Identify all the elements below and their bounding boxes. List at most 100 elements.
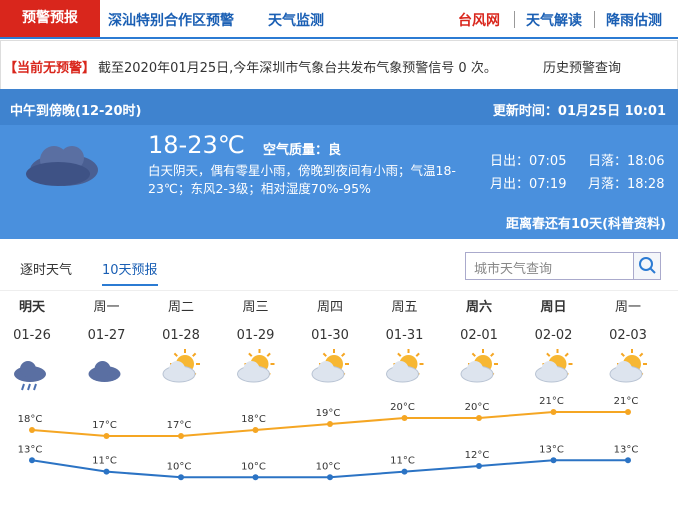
low-label: 13°C	[539, 444, 564, 455]
sun-ray	[564, 352, 569, 357]
cloud	[541, 361, 558, 377]
moonset: 月落：18:28	[588, 177, 665, 192]
description: 白天阴天，偶有零星小雨，傍晚到夜间有小雨；气温18-23℃；东风2-3级；相对湿…	[148, 163, 456, 196]
low-point	[252, 474, 259, 481]
nav-link[interactable]: 台风网	[458, 13, 500, 29]
tab[interactable]: 逐时天气	[20, 263, 73, 278]
low-label: 11°C	[92, 456, 117, 467]
high-label: 18°C	[241, 414, 266, 425]
day-name: 周六	[466, 299, 492, 315]
sun-ray	[639, 352, 644, 357]
date: 01-30	[311, 328, 349, 343]
low-label: 10°C	[316, 461, 341, 472]
air-quality: 空气质量：良	[263, 143, 342, 158]
date: 02-01	[460, 328, 498, 343]
divider	[0, 290, 678, 291]
rain	[27, 383, 31, 391]
high-label: 19°C	[316, 408, 341, 419]
day-name: 周一	[615, 300, 641, 315]
search-button[interactable]	[633, 252, 661, 280]
low-label: 12°C	[465, 450, 490, 461]
low-point	[178, 474, 184, 481]
period: 中午到傍晚(12-20时)	[10, 104, 142, 119]
high-point	[401, 415, 408, 421]
date: 01-29	[237, 328, 275, 343]
sunset: 日落：18:06	[588, 154, 665, 169]
cloud	[169, 361, 185, 377]
sun-ray	[415, 352, 420, 357]
high-point	[103, 433, 110, 439]
day-name: 周五	[391, 300, 417, 315]
cloud	[392, 361, 409, 377]
separator	[514, 11, 515, 28]
nav-tab[interactable]: 预警预报	[0, 0, 100, 37]
low-point	[550, 457, 557, 464]
high-label: 21°C	[614, 396, 639, 407]
rain	[33, 383, 37, 391]
rain	[21, 383, 25, 391]
low-label: 13°C	[18, 444, 43, 455]
tab[interactable]: 10天预报	[102, 259, 158, 286]
date: 02-03	[609, 328, 647, 343]
high-point	[625, 409, 631, 415]
day-name: 周三	[242, 300, 268, 315]
low-label: 10°C	[241, 461, 266, 472]
nav-tab[interactable]: 天气监测	[268, 13, 324, 29]
cloud	[94, 361, 111, 377]
high-point	[178, 433, 184, 439]
date: 01-26	[13, 328, 51, 343]
sun-ray	[471, 352, 476, 357]
low-point	[327, 474, 333, 481]
alert-text: 截至2020年01月25日,今年深圳市气象台共发布气象预警信号 0 次。	[98, 61, 497, 76]
updated: 更新时间：01月25日 10:01	[492, 104, 666, 119]
nav-link[interactable]: 降雨估测	[606, 13, 662, 29]
date: 01-28	[162, 328, 200, 343]
high-point	[327, 421, 333, 427]
sun-ray	[266, 352, 271, 357]
nav-tab[interactable]: 深汕特别合作区预警	[108, 13, 234, 29]
low-point	[401, 468, 408, 475]
cloud	[243, 361, 260, 377]
low-label: 10°C	[167, 461, 192, 472]
sun-ray	[490, 352, 495, 357]
history-link[interactable]: 历史预警查询	[543, 61, 622, 76]
high-label: 17°C	[167, 420, 192, 431]
high-label: 18°C	[18, 414, 43, 425]
sun-ray	[322, 352, 327, 357]
date: 01-27	[88, 328, 126, 343]
high-point	[29, 427, 35, 433]
moonrise: 月出：07:19	[490, 177, 567, 192]
separator	[594, 11, 595, 28]
day-name: 周四	[317, 300, 343, 315]
high-label: 20°C	[390, 402, 415, 413]
alert-status: 【当前无预警】	[4, 61, 96, 76]
day-name: 周一	[93, 300, 119, 315]
sun-ray	[397, 352, 402, 357]
countdown[interactable]: 距离春还有10天(科普资料)	[506, 217, 666, 232]
low-point	[625, 457, 631, 464]
sun-ray	[173, 352, 178, 357]
forecast-chart: 明天 01-26 周一 01-27 周二 01-28 周三 01-29 周四 01-30 周五 01-…	[13, 299, 647, 481]
high-point	[476, 415, 482, 421]
search-placeholder: 城市天气查询	[474, 262, 553, 277]
nav-link[interactable]: 天气解读	[526, 13, 582, 29]
high-label: 17°C	[92, 420, 117, 431]
low-point	[476, 462, 482, 469]
sunrise: 日出：07:05	[490, 154, 567, 169]
high-label: 20°C	[465, 402, 490, 413]
nav-bar	[0, 0, 678, 39]
day-name: 周日	[540, 300, 566, 315]
cloud	[20, 361, 36, 377]
sun-ray	[248, 352, 253, 357]
date: 01-31	[386, 328, 424, 343]
date: 02-02	[535, 328, 573, 343]
high-point	[252, 427, 259, 433]
cloud	[616, 361, 632, 377]
high-label: 21°C	[539, 396, 564, 407]
low-point	[103, 468, 110, 475]
temp: 18-23℃	[148, 131, 245, 159]
low-point	[29, 457, 35, 464]
panel-header	[0, 89, 678, 125]
cloud	[318, 361, 334, 377]
